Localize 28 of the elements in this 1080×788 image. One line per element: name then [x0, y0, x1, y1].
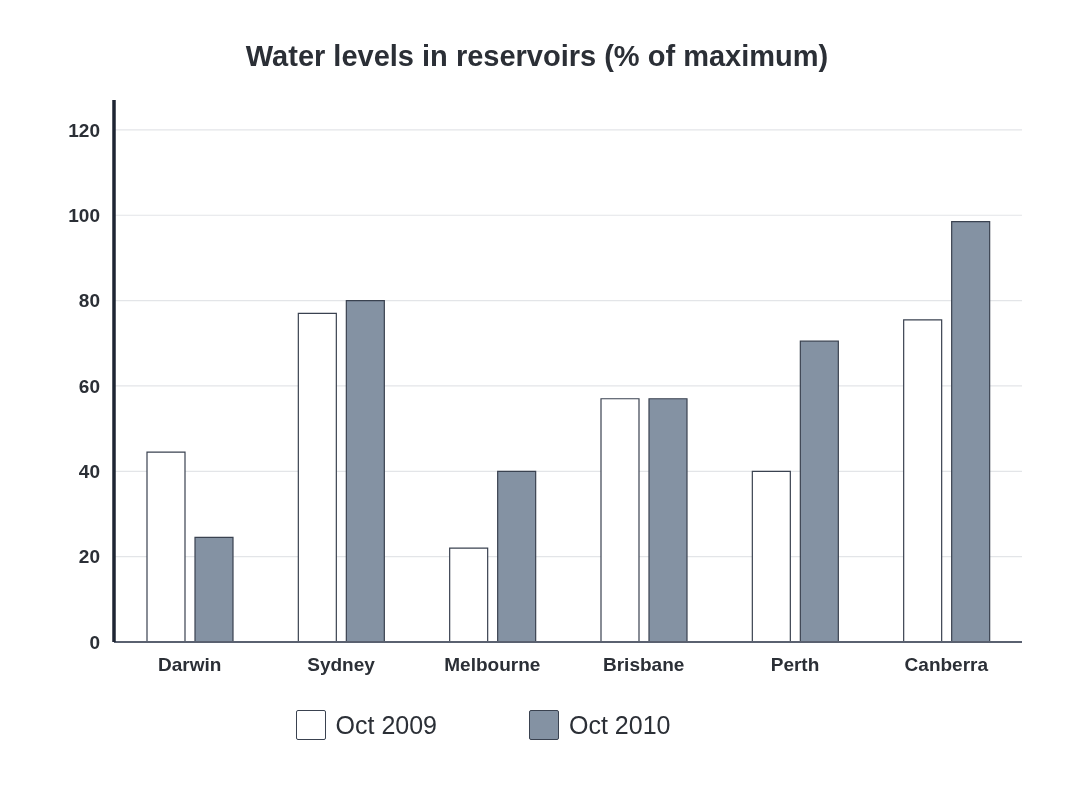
- bar: [648, 398, 688, 642]
- bar: [297, 312, 337, 642]
- y-tick-label: 120: [68, 119, 100, 141]
- x-tick-label: Perth: [770, 654, 820, 676]
- y-tick-label: 40: [78, 461, 100, 483]
- bar: [497, 470, 537, 642]
- y-tick-label: 0: [89, 631, 100, 653]
- bar: [194, 536, 234, 642]
- bar: [903, 319, 943, 642]
- x-tick-label: Canberra: [904, 654, 989, 676]
- y-tick-label: 60: [78, 375, 100, 397]
- x-tick-label: Melbourne: [444, 654, 541, 676]
- bar: [146, 451, 186, 642]
- bar: [799, 340, 839, 642]
- x-tick-label: Sydney: [307, 654, 376, 676]
- chart-title: Water levels in reservoirs (% of maximum): [244, 40, 830, 73]
- bar: [449, 547, 489, 642]
- x-tick-label: Brisbane: [603, 654, 685, 676]
- y-tick-label: 20: [78, 546, 100, 568]
- legend-label: Oct 2010: [569, 710, 671, 740]
- bar: [345, 299, 385, 642]
- y-tick-label: 100: [68, 204, 100, 226]
- y-tick-label: 80: [78, 290, 100, 312]
- x-tick-label: Darwin: [157, 654, 222, 676]
- bar: [951, 221, 991, 642]
- legend-label: Oct 2009: [335, 710, 437, 740]
- bar: [751, 470, 791, 642]
- bar: [600, 398, 640, 642]
